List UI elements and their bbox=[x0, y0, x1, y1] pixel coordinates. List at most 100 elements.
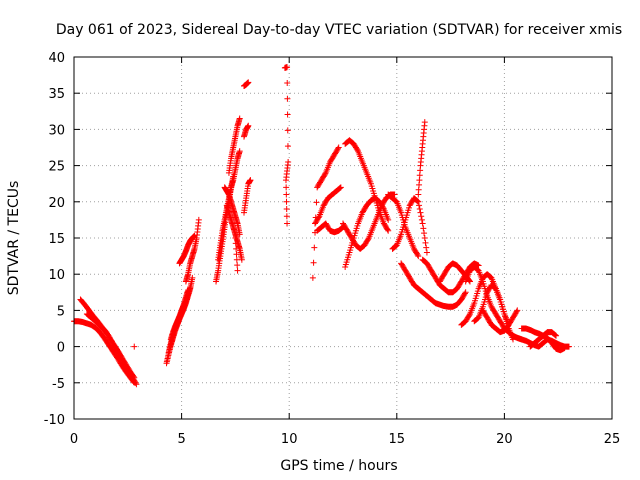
y-tick-label: 5 bbox=[57, 304, 65, 319]
data-point bbox=[385, 227, 392, 234]
data-point bbox=[419, 220, 426, 227]
data-point bbox=[392, 197, 399, 204]
data-point bbox=[487, 273, 494, 280]
data-point bbox=[245, 122, 252, 129]
y-tick-label: 40 bbox=[48, 51, 65, 66]
data-point bbox=[414, 251, 421, 258]
data-point bbox=[365, 236, 372, 243]
data-point bbox=[283, 184, 290, 191]
data-point bbox=[238, 256, 245, 263]
x-tick-label: 0 bbox=[70, 432, 78, 447]
data-point bbox=[421, 235, 428, 241]
data-point bbox=[283, 198, 290, 205]
data-point bbox=[236, 148, 243, 155]
data-point bbox=[466, 312, 473, 319]
data-point bbox=[513, 308, 520, 315]
data-point bbox=[131, 343, 138, 350]
series-t18 bbox=[241, 177, 254, 216]
series-t35 bbox=[479, 307, 521, 336]
data-point bbox=[553, 332, 560, 339]
data-point bbox=[421, 230, 428, 237]
data-point bbox=[423, 249, 430, 256]
data-point bbox=[416, 202, 423, 209]
data-point bbox=[415, 253, 422, 260]
chart-title: Day 061 of 2023, Sidereal Day-to-day VTE… bbox=[56, 22, 622, 38]
data-point bbox=[284, 95, 291, 102]
series-t29 bbox=[398, 260, 469, 310]
x-tick-label: 25 bbox=[604, 432, 621, 447]
y-tick-label: 10 bbox=[48, 268, 65, 283]
series-t17 bbox=[241, 79, 252, 89]
data-point bbox=[234, 267, 241, 274]
series-t38 bbox=[527, 329, 560, 350]
axis-ticks: -10 -5 0 5 10 15 20 25 30 35 40 0 5 10 15 20 25 bbox=[44, 51, 621, 447]
data-point bbox=[413, 197, 420, 204]
data-point bbox=[423, 244, 430, 251]
data-point bbox=[565, 343, 572, 350]
data-point bbox=[310, 259, 317, 266]
series-t2 bbox=[83, 311, 138, 381]
series-t12 bbox=[223, 202, 245, 263]
series-t28 bbox=[415, 119, 428, 198]
data-point bbox=[284, 64, 291, 71]
data-point bbox=[336, 185, 343, 192]
series-t14 bbox=[228, 148, 243, 191]
data-point bbox=[247, 177, 254, 184]
data-point bbox=[282, 177, 289, 184]
y-tick-label: 30 bbox=[48, 123, 65, 138]
data-point bbox=[130, 373, 137, 380]
data-point bbox=[315, 214, 322, 221]
data-point bbox=[474, 315, 481, 322]
data-point bbox=[284, 127, 291, 134]
data-point bbox=[552, 332, 559, 339]
data-point bbox=[415, 198, 422, 205]
data-point bbox=[416, 206, 423, 213]
data-point bbox=[283, 191, 290, 198]
data-point bbox=[421, 119, 428, 126]
y-tick-label: -10 bbox=[44, 413, 65, 428]
data-point bbox=[418, 216, 425, 223]
data-point bbox=[132, 380, 139, 387]
y-tick-label: 15 bbox=[48, 232, 65, 247]
data-points bbox=[71, 64, 572, 388]
data-point bbox=[418, 213, 425, 220]
data-point bbox=[475, 262, 482, 269]
series-t27 bbox=[389, 195, 430, 256]
data-point bbox=[189, 274, 196, 281]
series-t37 bbox=[518, 325, 568, 354]
data-point bbox=[284, 220, 291, 227]
series-t6 bbox=[167, 287, 192, 343]
data-point bbox=[561, 345, 568, 352]
data-point bbox=[234, 262, 241, 269]
y-tick-label: -5 bbox=[52, 377, 65, 392]
data-point bbox=[283, 206, 290, 213]
data-point bbox=[313, 199, 320, 206]
data-point bbox=[422, 239, 429, 246]
data-point bbox=[491, 284, 498, 291]
series-t21 bbox=[312, 184, 344, 227]
data-point bbox=[474, 266, 481, 273]
series-t19 bbox=[281, 64, 292, 227]
data-point bbox=[337, 184, 344, 191]
data-point bbox=[233, 245, 240, 252]
data-point bbox=[337, 184, 344, 191]
data-point bbox=[131, 374, 138, 381]
data-point bbox=[551, 331, 558, 338]
series-t13 bbox=[225, 115, 243, 176]
data-point bbox=[514, 307, 521, 314]
data-point bbox=[284, 111, 291, 118]
data-point bbox=[233, 256, 240, 263]
series-t7 bbox=[176, 232, 198, 267]
data-point bbox=[232, 235, 239, 241]
data-point bbox=[414, 198, 421, 205]
x-axis-label: GPS time / hours bbox=[280, 458, 397, 474]
series-t11 bbox=[221, 184, 243, 238]
x-tick-label: 15 bbox=[389, 432, 406, 447]
data-point bbox=[391, 191, 398, 198]
y-axis-label: SDTVAR / TECUs bbox=[6, 181, 22, 296]
data-point bbox=[133, 381, 140, 388]
data-point bbox=[309, 274, 316, 281]
y-tick-label: 20 bbox=[48, 196, 65, 211]
